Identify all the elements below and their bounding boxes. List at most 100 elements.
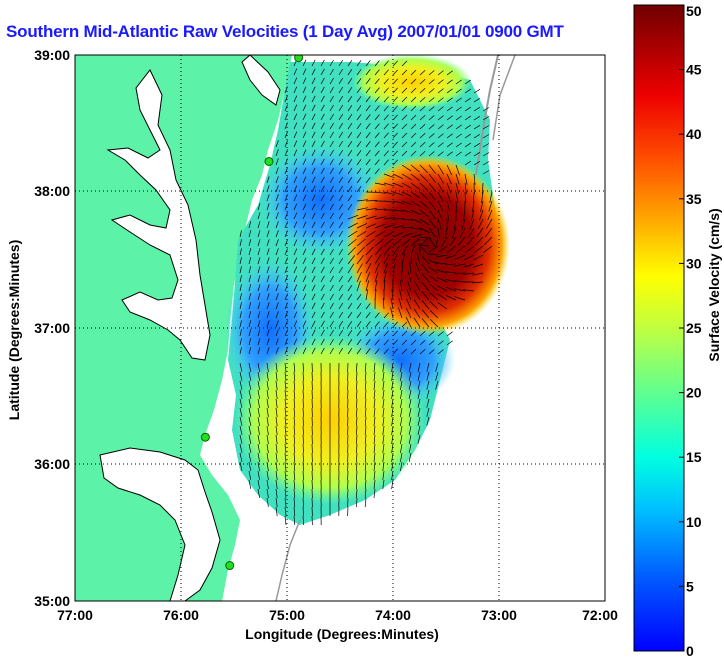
velocity-vector <box>419 237 428 247</box>
velocity-vector <box>401 87 408 94</box>
velocity-vector <box>266 380 269 390</box>
velocity-vector <box>302 470 304 481</box>
velocity-vector <box>275 338 279 346</box>
velocity-vector <box>311 194 316 202</box>
velocity-vector <box>302 158 307 166</box>
velocity-vector <box>437 173 444 184</box>
velocity-vector <box>455 133 462 139</box>
velocity-vector <box>338 59 343 67</box>
velocity-vector <box>311 221 316 229</box>
velocity-vector <box>239 425 243 435</box>
velocity-vector <box>356 207 368 211</box>
velocity-vector <box>400 398 403 408</box>
ytick-label: 36:00 <box>34 456 70 472</box>
velocity-vector <box>284 185 288 193</box>
velocity-vector <box>293 461 296 472</box>
velocity-vector <box>320 239 325 247</box>
velocity-vector <box>401 261 404 274</box>
velocity-vector <box>311 140 316 148</box>
velocity-vector <box>480 200 484 212</box>
velocity-vector <box>347 339 353 346</box>
velocity-vector <box>383 78 389 85</box>
velocity-vector <box>383 182 395 187</box>
velocity-vector <box>455 151 462 157</box>
velocity-vector <box>454 288 466 292</box>
station-marker <box>200 432 210 442</box>
velocity-vector <box>365 78 371 85</box>
velocity-vector <box>472 272 484 276</box>
velocity-vector <box>414 290 421 301</box>
velocity-vector <box>374 60 380 67</box>
velocity-vector <box>464 191 467 204</box>
velocity-vector <box>373 452 376 462</box>
velocity-vector <box>293 470 296 481</box>
velocity-vector <box>374 321 380 328</box>
velocity-vector <box>444 227 448 239</box>
velocity-vector <box>293 95 298 103</box>
velocity-vector <box>408 371 412 381</box>
velocity-vector <box>400 443 403 453</box>
velocity-vector <box>239 266 242 274</box>
velocity-vector <box>266 452 269 462</box>
velocity-vector <box>356 380 358 391</box>
velocity-vector <box>409 262 412 274</box>
velocity-vector <box>401 232 413 238</box>
velocity-vector <box>275 434 278 444</box>
velocity-vector <box>320 284 325 292</box>
colorbar <box>633 4 685 652</box>
velocity-vector <box>426 362 430 372</box>
velocity-vector <box>373 425 376 435</box>
velocity-vector <box>266 320 270 328</box>
velocity-vector <box>410 164 420 173</box>
velocity-vector <box>311 230 316 238</box>
velocity-vector <box>455 88 462 94</box>
velocity-vector <box>437 88 444 94</box>
velocity-vector <box>463 209 466 221</box>
velocity-vector <box>275 398 278 408</box>
velocity-vector <box>410 114 417 121</box>
velocity-vector <box>455 124 462 130</box>
velocity-vector <box>293 212 298 220</box>
velocity-vector <box>257 248 261 256</box>
velocity-vector <box>437 245 448 253</box>
velocity-vector <box>266 257 270 265</box>
velocity-vector <box>311 293 316 301</box>
velocity-vector <box>429 292 439 301</box>
velocity-vector <box>284 425 287 435</box>
colorbar-tick-label: 20 <box>686 385 702 401</box>
velocity-vector <box>266 194 270 202</box>
velocity-vector <box>401 238 411 247</box>
velocity-vector <box>293 443 296 454</box>
velocity-vector <box>374 114 380 121</box>
velocity-vector <box>266 488 269 498</box>
velocity-vector <box>347 246 356 256</box>
velocity-vector <box>293 434 296 445</box>
velocity-vector <box>293 68 298 76</box>
velocity-vector <box>401 173 412 180</box>
velocity-vector <box>239 398 243 408</box>
velocity-vector <box>329 158 334 166</box>
velocity-vector <box>398 298 403 310</box>
velocity-vector <box>329 176 334 184</box>
delaware-bay <box>241 55 281 106</box>
velocity-vector <box>373 380 376 390</box>
velocity-vector <box>374 254 382 265</box>
velocity-vector <box>419 79 426 85</box>
velocity-vector <box>481 191 484 203</box>
velocity-vector <box>248 443 252 453</box>
plot-frame <box>74 54 606 602</box>
velocity-vector <box>284 293 288 301</box>
velocity-vector <box>437 218 442 230</box>
velocity-vector <box>248 275 252 283</box>
velocity-vector <box>401 218 413 221</box>
velocity-vector <box>338 221 343 229</box>
velocity-vector <box>364 371 367 382</box>
velocity-vector <box>391 380 394 390</box>
velocity-vector <box>410 87 417 94</box>
velocity-vector <box>364 497 367 508</box>
velocity-vector <box>428 79 435 85</box>
velocity-vector <box>373 443 376 453</box>
velocity-vector <box>391 470 394 480</box>
velocity-vector <box>392 321 398 328</box>
